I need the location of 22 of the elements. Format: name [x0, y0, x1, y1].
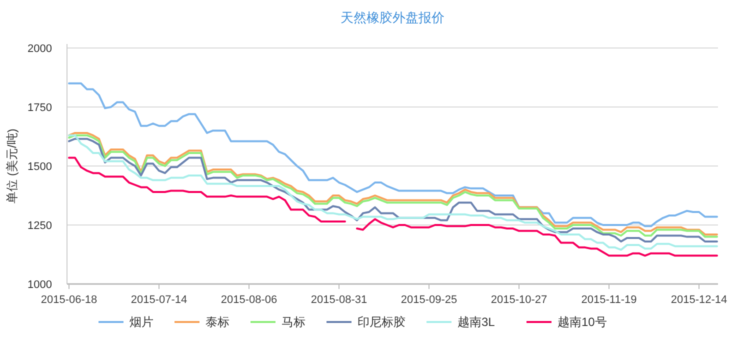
legend-label: 越南3L [458, 315, 496, 329]
x-tick-label: 2015-06-18 [40, 294, 98, 306]
legend-label: 烟片 [130, 315, 154, 329]
legend-label: 越南10号 [558, 315, 607, 329]
y-tick-label: 1500 [28, 161, 52, 173]
y-tick-label: 1250 [28, 220, 52, 232]
chart-title: 天然橡胶外盘报价 [340, 10, 444, 25]
x-tick-label: 2015-07-14 [130, 294, 188, 306]
y-tick-label: 1000 [28, 279, 52, 291]
legend-label: 泰标 [206, 315, 230, 329]
legend-label: 印尼标胶 [358, 315, 406, 329]
x-tick-label: 2015-11-19 [581, 294, 637, 306]
x-tick-label: 2015-10-27 [490, 294, 548, 306]
x-tick-label: 2015-08-31 [310, 294, 368, 306]
y-tick-label: 1750 [28, 102, 52, 114]
x-tick-label: 2015-09-25 [400, 294, 458, 306]
line-series [68, 82, 718, 228]
y-tick-label: 2000 [28, 43, 52, 55]
y-axis-title: 单位 (美元/吨) [5, 128, 19, 204]
legend-label: 马标 [282, 315, 306, 329]
x-tick-label: 2015-12-14 [670, 294, 728, 306]
x-tick-label: 2015-08-06 [220, 294, 278, 306]
